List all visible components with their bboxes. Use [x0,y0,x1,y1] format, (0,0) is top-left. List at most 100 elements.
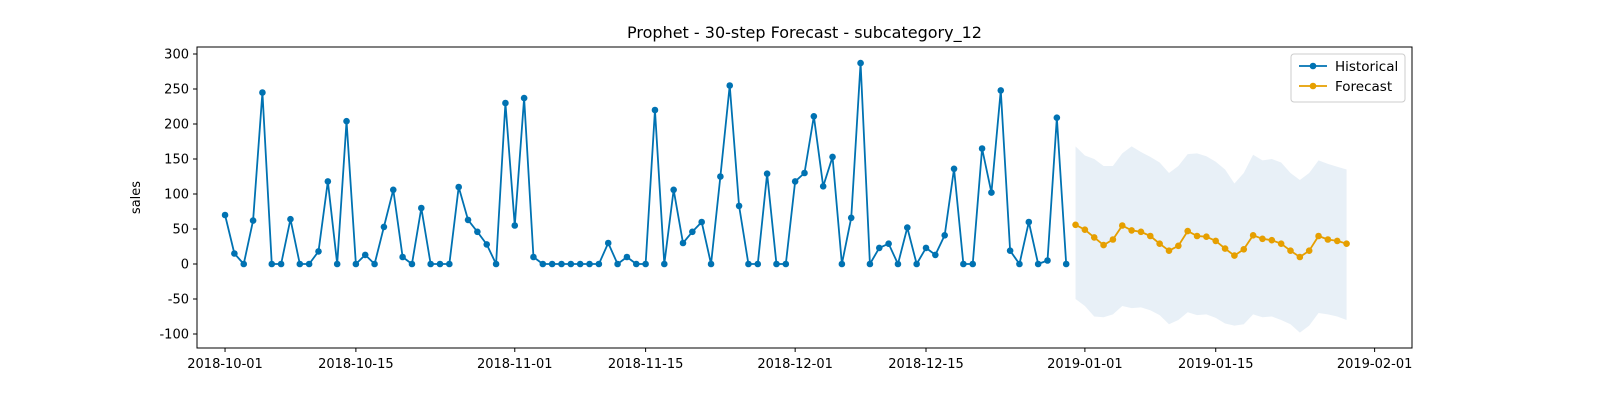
x-tick-label: 2018-12-15 [888,357,964,372]
legend-swatch-marker [1309,62,1317,70]
historical-point [810,113,818,120]
historical-point [763,170,771,177]
historical-point [268,260,276,268]
forecast-point [1305,247,1313,254]
historical-point [679,239,687,247]
forecast-point [1175,242,1182,250]
forecast-point [1165,247,1173,254]
historical-point [661,260,668,268]
forecast-point [1315,232,1322,240]
historical-point [913,260,920,268]
legend-label: Forecast [1335,79,1392,95]
historical-point [305,260,313,268]
historical-point [277,260,285,268]
historical-point [240,260,248,268]
forecast-point [1118,222,1126,229]
x-tick-label: 2019-01-15 [1178,357,1254,372]
historical-point [408,260,416,268]
plot-frame [196,46,1413,349]
forecast-point [1184,227,1191,235]
y-tick-label: 50 [172,223,189,238]
historical-point [259,89,266,96]
forecast-point [1259,235,1266,243]
y-tick-label: 250 [164,83,189,98]
historical-point [978,145,986,152]
legend: Historical Forecast [1290,53,1406,103]
forecast-point [1137,228,1145,236]
series-historical [221,59,1070,268]
historical-point [502,99,509,107]
historical-point [847,214,855,222]
historical-point [997,87,1005,94]
historical-point [1016,260,1023,268]
forecast-point [1324,236,1332,243]
historical-point [380,223,388,231]
historical-point [1006,247,1014,254]
forecast-point [1277,240,1285,247]
historical-point [576,260,584,268]
chart-title: Prophet - 30-step Forecast - subcategory… [627,23,982,43]
historical-point [670,186,677,194]
historical-point [829,153,836,161]
historical-point [483,241,491,248]
x-tick-label: 2018-11-15 [608,357,684,372]
y-axis: -100 -50 0 50 100 150 200 250 300 [159,48,197,343]
forecast-point [1100,241,1107,249]
historical-point [782,260,790,268]
historical-point [427,260,434,268]
forecast-point [1090,234,1098,241]
historical-point [707,260,715,268]
historical-point [922,244,930,252]
forecast-point [1287,247,1294,254]
x-tick-label: 2018-10-01 [187,357,263,372]
historical-point [932,251,939,259]
historical-point [819,183,827,190]
historical-point [791,178,799,185]
forecast-point [1147,232,1154,240]
historical-point [511,222,519,229]
historical-point [389,186,397,194]
forecast-point [1240,246,1248,253]
x-tick-label: 2019-01-01 [1047,357,1123,372]
historical-point [1053,114,1061,121]
historical-point [333,260,341,268]
y-tick-label: 300 [164,48,189,63]
y-tick-label: 200 [164,118,189,133]
historical-point [446,260,453,268]
y-tick-label: -50 [168,293,189,308]
forecast-point [1128,227,1135,234]
historical-point [745,260,752,268]
historical-point [343,117,350,125]
historical-point [1025,218,1033,226]
forecast-point [1156,240,1163,247]
historical-point [604,239,612,247]
historical-point [698,218,705,226]
historical-point [875,244,883,252]
x-tick-label: 2019-02-01 [1337,357,1413,372]
historical-point [221,211,229,219]
historical-point [988,189,995,196]
y-tick-label: 100 [164,188,189,203]
legend-item-historical: Historical [1299,59,1398,75]
historical-point [352,260,360,268]
forecast-point [1212,237,1220,245]
historical-point [361,251,369,259]
historical-point [894,260,902,268]
historical-point [623,253,631,261]
historical-point [548,260,556,268]
historical-point [474,228,481,236]
historical-point [371,260,378,268]
series-layer [221,59,1350,268]
y-tick-label: 0 [181,258,189,273]
y-tick-label: 150 [164,153,189,168]
historical-point [231,250,238,257]
historical-point [539,260,547,268]
legend-swatch-marker [1309,82,1317,90]
forecast-point [1221,245,1229,252]
historical-point [586,260,593,268]
historical-point [296,260,304,268]
historical-point [399,253,406,261]
historical-point [754,260,762,268]
historical-point [1034,260,1042,268]
forecast-point [1193,232,1201,240]
